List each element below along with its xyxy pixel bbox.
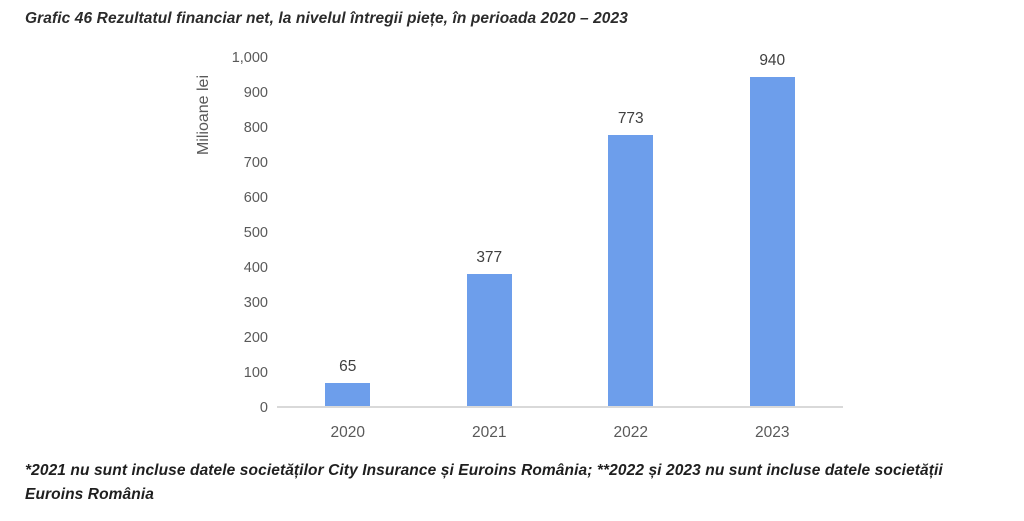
- y-tick-label: 100: [243, 365, 268, 381]
- x-axis-ticks: 2020 2021 2022 2023: [277, 424, 843, 444]
- footnote: *2021 nu sunt incluse datele societățilo…: [25, 459, 1015, 507]
- y-tick-label: 1,000: [231, 50, 268, 66]
- x-tick-label: 2022: [613, 424, 648, 441]
- bar-2023: [749, 77, 795, 406]
- bar-data-label: 65: [339, 358, 357, 376]
- y-tick-label: 0: [259, 400, 268, 416]
- x-tick-label: 2021: [472, 424, 507, 441]
- x-axis-line: [277, 406, 843, 408]
- bar-data-label: 940: [759, 52, 786, 69]
- x-tick-label: 2023: [755, 424, 790, 441]
- x-tick-label: 2020: [330, 424, 365, 441]
- bar-2021: [466, 274, 512, 406]
- y-tick-label: 800: [243, 120, 268, 136]
- y-tick-label: 200: [243, 330, 268, 346]
- y-tick-label: 400: [243, 260, 268, 276]
- bar-2020: [325, 383, 371, 406]
- y-tick-label: 300: [243, 295, 268, 311]
- y-tick-label: 700: [243, 155, 268, 171]
- y-tick-label: 900: [243, 85, 268, 101]
- footnote-line-2: Euroins România: [25, 486, 154, 503]
- chart-title: Grafic 46 Rezultatul financiar net, la n…: [25, 10, 628, 27]
- y-tick-label: 500: [243, 225, 268, 241]
- bar-data-label: 377: [476, 249, 503, 267]
- y-tick-label: 600: [243, 190, 268, 206]
- footnote-line-1: *2021 nu sunt incluse datele societățilo…: [25, 462, 943, 479]
- plot-area: 65 377 773 940: [277, 52, 843, 408]
- bar-data-label: 773: [617, 110, 644, 128]
- bar-2022: [608, 135, 654, 406]
- y-axis-ticks: 0 100 200 300 400 500 600 700 800 900 1,000: [180, 50, 268, 416]
